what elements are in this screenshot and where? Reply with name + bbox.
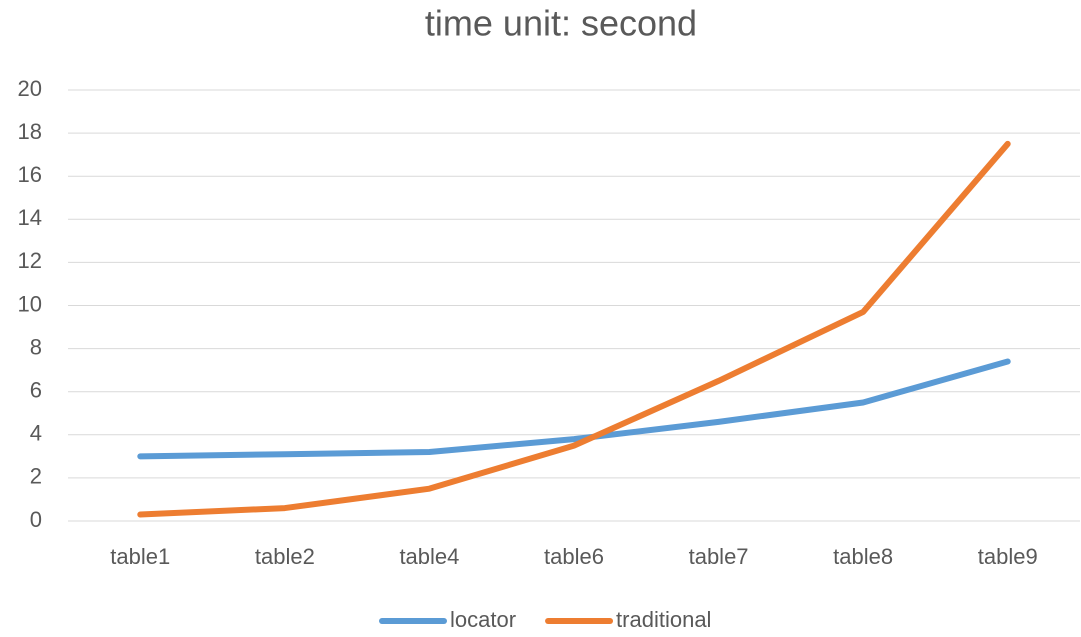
y-tick-label: 8	[30, 334, 42, 359]
x-tick-label: table7	[689, 544, 749, 569]
x-tick-label: table9	[978, 544, 1038, 569]
y-tick-label: 12	[18, 248, 42, 273]
y-tick-label: 18	[18, 119, 42, 144]
legend-label: traditional	[616, 607, 711, 632]
series-line	[137, 358, 1011, 460]
x-tick-label: table2	[255, 544, 315, 569]
x-tick-label: table8	[833, 544, 893, 569]
y-tick-label: 16	[18, 162, 42, 187]
y-tick-label: 2	[30, 464, 42, 489]
y-tick-label: 6	[30, 378, 42, 403]
y-tick-label: 10	[18, 291, 42, 316]
series-line	[137, 140, 1011, 518]
y-tick-label: 20	[18, 76, 42, 101]
legend-label: locator	[450, 607, 516, 632]
y-tick-label: 0	[30, 507, 42, 532]
chart-title: time unit: second	[425, 3, 697, 44]
x-tick-label: table1	[110, 544, 170, 569]
x-tick-label: table4	[399, 544, 459, 569]
y-tick-label: 4	[30, 421, 42, 446]
x-tick-label: table6	[544, 544, 604, 569]
y-tick-label: 14	[18, 205, 42, 230]
